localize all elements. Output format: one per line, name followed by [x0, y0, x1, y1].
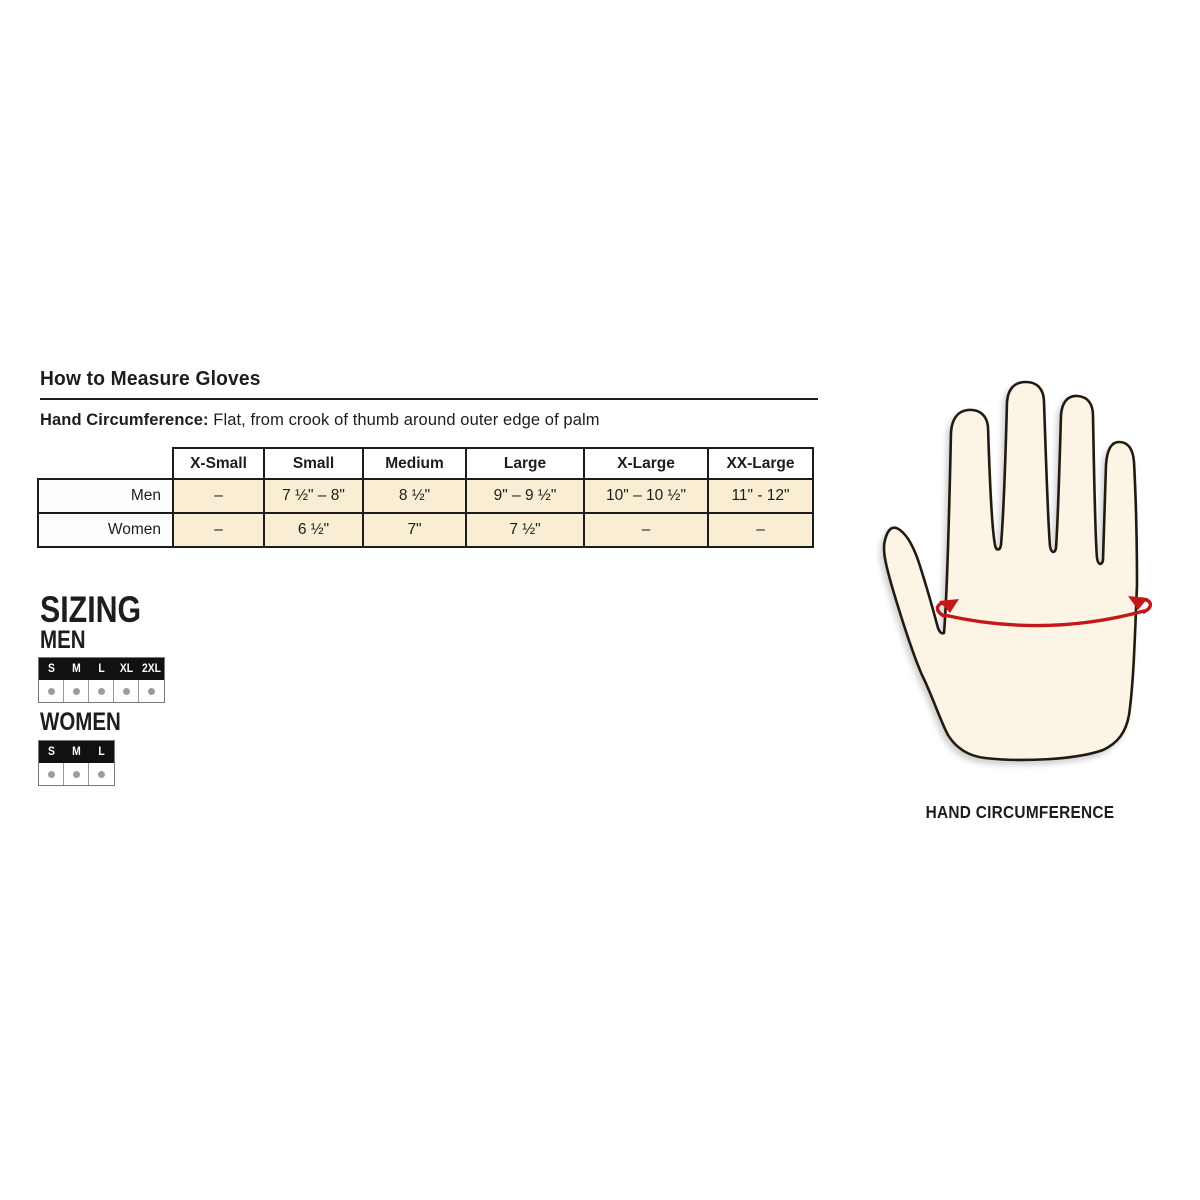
column-header: Medium [362, 447, 467, 480]
size-label: L [98, 663, 105, 675]
hand-outline-shape [882, 380, 1139, 762]
women-size-strip-header: S M L [39, 741, 114, 763]
table-cell: 7 ½" – 8" [263, 478, 364, 514]
size-dot-cell [64, 680, 89, 702]
men-size-strip: S M L XL 2XL [38, 657, 165, 703]
size-label: S [48, 746, 55, 758]
dot-icon [97, 687, 105, 695]
table-cell: 9" – 9 ½" [465, 478, 585, 514]
dot-icon [148, 687, 155, 695]
dot-icon [47, 770, 55, 778]
size-dot-cell [64, 763, 89, 785]
column-header: Small [263, 447, 364, 480]
size-label: XL [119, 663, 134, 675]
table-row-men: Men – 7 ½" – 8" 8 ½" 9" – 9 ½" 10" – 10 … [37, 478, 814, 514]
size-dot-cell [89, 680, 114, 702]
size-label: M [72, 663, 81, 675]
section-title-block: How to Measure Gloves [40, 368, 818, 400]
table-cell: 11" - 12" [707, 478, 814, 514]
size-label: 2XL [142, 663, 161, 675]
men-size-strip-body [39, 680, 164, 702]
table-cell: 10" – 10 ½" [583, 478, 709, 514]
table-row-women: Women – 6 ½" 7" 7 ½" – – [37, 512, 814, 548]
sizing-group-label-women: WOMEN [40, 708, 121, 736]
women-size-strip: S M L [38, 740, 115, 786]
hand-caption: HAND CIRCUMFERENCE [925, 802, 1115, 822]
table-cell: 7" [362, 512, 467, 548]
size-dot-cell [39, 763, 64, 785]
table-cell: 8 ½" [362, 478, 467, 514]
size-dot-cell [89, 763, 114, 785]
sizing-group-label-men: MEN [40, 626, 86, 654]
size-label: S [48, 663, 55, 675]
measure-instruction-text: Flat, from crook of thumb around outer e… [208, 410, 600, 429]
dot-icon [47, 687, 55, 695]
table-cell: – [172, 512, 265, 548]
table-header-row: X-Small Small Medium Large X-Large XX-La… [38, 447, 814, 480]
column-header: X-Large [583, 447, 709, 480]
column-header: XX-Large [707, 447, 814, 480]
page-title: How to Measure Gloves [40, 368, 261, 390]
row-label: Women [37, 512, 174, 548]
women-size-strip-body [39, 763, 114, 785]
column-header: Large [465, 447, 585, 480]
size-dot-cell [139, 680, 164, 702]
dot-icon [122, 687, 130, 695]
measure-instruction-label: Hand Circumference: [40, 410, 209, 429]
table-cell: – [583, 512, 709, 548]
measure-instruction: Hand Circumference: Flat, from crook of … [40, 410, 797, 430]
sizing-heading: SIZING [40, 589, 142, 630]
size-label: L [98, 746, 105, 758]
men-size-strip-header: S M L XL 2XL [39, 658, 164, 680]
size-dot-cell [39, 680, 64, 702]
size-dot-cell [114, 680, 139, 702]
dot-icon [72, 687, 80, 695]
dot-icon [98, 770, 105, 778]
row-label: Men [37, 478, 174, 514]
circumference-arrowheads [939, 596, 1148, 613]
glove-size-table: X-Small Small Medium Large X-Large XX-La… [37, 447, 814, 548]
table-corner-cell [38, 448, 173, 479]
table-cell: – [172, 478, 265, 514]
table-cell: – [707, 512, 814, 548]
size-label: M [72, 746, 81, 758]
column-header: X-Small [172, 447, 265, 480]
hand-illustration [860, 370, 1180, 830]
table-cell: 6 ½" [263, 512, 364, 548]
dot-icon [72, 770, 80, 778]
table-cell: 7 ½" [465, 512, 585, 548]
